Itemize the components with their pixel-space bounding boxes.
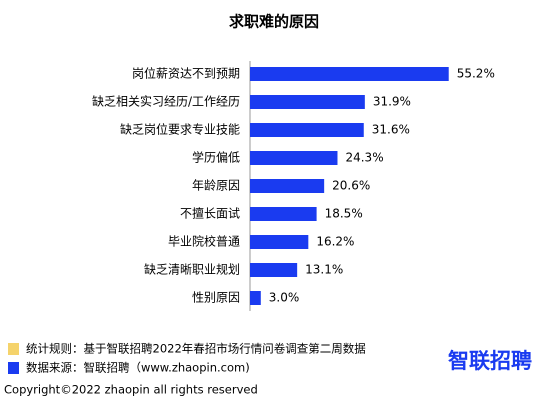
category-label: 年龄原因 (192, 179, 240, 193)
category-label: 性别原因 (192, 291, 240, 305)
bar (250, 123, 364, 137)
value-label: 3.0% (269, 291, 300, 305)
value-label: 24.3% (345, 151, 383, 165)
note-marker (8, 362, 19, 374)
value-label: 16.2% (316, 235, 354, 249)
bar (250, 291, 261, 305)
logo: 智联招聘 (448, 349, 532, 373)
value-label: 31.9% (373, 95, 411, 109)
bar (250, 235, 309, 249)
value-label: 31.6% (372, 123, 410, 137)
category-label: 不擅长面试 (180, 206, 240, 221)
category-label: 岗位薪资达不到预期 (132, 66, 240, 81)
value-label: 55.2% (457, 67, 495, 81)
category-label: 缺乏清晰职业规划 (144, 262, 240, 277)
value-label: 18.5% (325, 207, 363, 221)
note-marker (8, 343, 19, 355)
note: 数据来源：智联招聘（www.zhaopin.com) (26, 361, 250, 375)
value-label: 20.6% (332, 179, 370, 193)
bar (250, 151, 338, 165)
note: 统计规则：基于智联招聘2022年春招市场行情问卷调查第二周数据 (26, 342, 366, 356)
category-label: 缺乏岗位要求专业技能 (120, 122, 240, 137)
category-label: 学历偏低 (192, 150, 240, 165)
value-label: 13.1% (305, 263, 343, 277)
bar (250, 95, 365, 109)
copyright: Copyright©2022 zhaopin all rights reserv… (4, 383, 258, 397)
category-label: 缺乏相关实习经历/工作经历 (92, 94, 240, 109)
bar (250, 179, 325, 193)
bar (250, 207, 317, 221)
category-label: 毕业院校普通 (168, 234, 240, 249)
bar (250, 263, 298, 277)
chart-title: 求职难的原因 (229, 13, 319, 31)
bar (250, 67, 449, 81)
